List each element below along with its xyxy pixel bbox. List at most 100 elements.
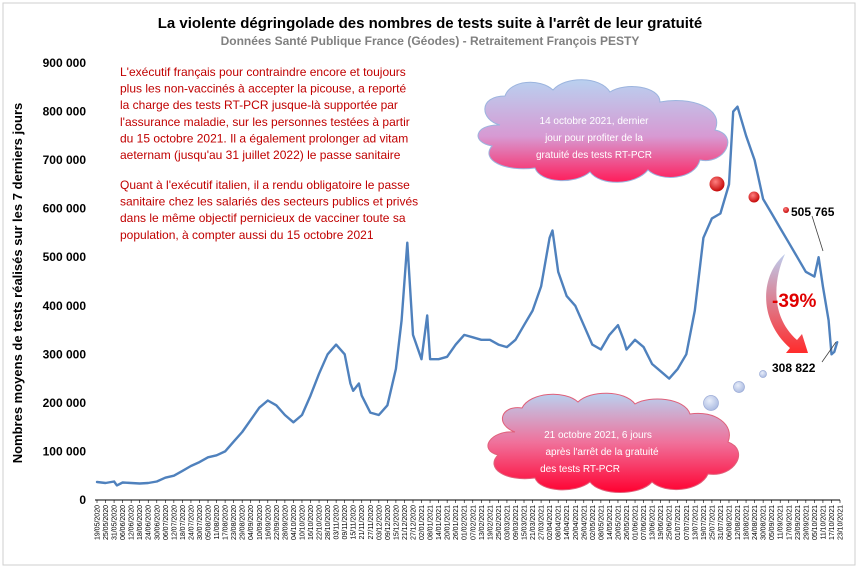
series-group bbox=[95, 105, 839, 487]
x-tick-label: 17/09/2021 bbox=[786, 505, 793, 540]
annotation-line: du 15 octobre 2021. Il a également prolo… bbox=[120, 131, 408, 145]
x-tick-label: 23/10/2021 bbox=[838, 505, 845, 540]
x-tick-label: 19/07/2021 bbox=[701, 505, 708, 540]
x-tick-label: 19/02/2021 bbox=[487, 505, 494, 540]
x-tick-label: 16/09/2020 bbox=[265, 505, 272, 540]
x-tick-label: 10/10/2020 bbox=[299, 505, 306, 540]
x-tick-label: 14/04/2021 bbox=[564, 505, 571, 540]
x-tick-label: 30/07/2020 bbox=[197, 505, 204, 540]
x-tick-label: 10/09/2020 bbox=[257, 505, 264, 540]
series-line bbox=[95, 105, 839, 487]
cloud-top-line-3: gratuité des tests RT-PCR bbox=[536, 150, 652, 161]
cloud-bottom-line-1: 21 octobre 2021, 6 jours bbox=[544, 430, 652, 441]
x-tick-label: 17/10/2021 bbox=[829, 505, 836, 540]
x-tick-label: 24/08/2021 bbox=[752, 505, 759, 540]
x-tick-label: 09/12/2020 bbox=[385, 505, 392, 540]
x-tick-label: 22/10/2020 bbox=[317, 505, 324, 540]
cloud-top-shape bbox=[477, 79, 729, 183]
x-tick-label: 27/11/2020 bbox=[368, 505, 375, 540]
cloud-top-line-1: 14 octobre 2021, dernier bbox=[540, 116, 650, 127]
y-axis-label: Nombres moyens de tests réalisés sur les… bbox=[10, 103, 25, 464]
x-tick-label: 25/06/2021 bbox=[667, 505, 674, 540]
x-tick-label: 08/04/2021 bbox=[556, 505, 563, 540]
y-tick-label: 500 000 bbox=[43, 250, 87, 264]
x-tick-label: 23/09/2021 bbox=[795, 505, 802, 540]
x-tick-label: 09/11/2020 bbox=[342, 505, 349, 540]
x-tick-label: 19/06/2021 bbox=[658, 505, 665, 540]
x-tick-label: 19/05/2020 bbox=[95, 505, 102, 540]
x-tick-label: 26/01/2021 bbox=[453, 505, 460, 540]
annotation-line: plus les non-vaccinés à accepter la pico… bbox=[120, 82, 406, 96]
y-tick-label: 200 000 bbox=[43, 396, 87, 410]
cloud-bottom-line-3: des tests RT-PCR bbox=[540, 464, 620, 475]
decline-arrow bbox=[766, 254, 808, 353]
bubble-dot-blue-2 bbox=[733, 381, 745, 393]
cloud-bottom: 21 octobre 2021, 6 jours après l'arrêt d… bbox=[487, 392, 739, 493]
x-tick-label: 26/05/2021 bbox=[624, 505, 631, 540]
x-tick-label: 07/06/2021 bbox=[641, 505, 648, 540]
x-tick-label: 25/07/2021 bbox=[709, 505, 716, 540]
x-tick-label: 09/03/2021 bbox=[513, 505, 520, 540]
x-tick-label: 13/07/2021 bbox=[692, 505, 699, 540]
x-tick-label: 01/02/2021 bbox=[462, 505, 469, 540]
annotation-line: l'assurance maladie, sur les personnes t… bbox=[120, 115, 410, 129]
x-tick-label: 03/03/2021 bbox=[504, 505, 511, 540]
bubble-dot-blue-3 bbox=[759, 370, 767, 378]
cloud-bottom-shape bbox=[487, 392, 739, 493]
y-tick-label: 300 000 bbox=[43, 347, 87, 361]
annotation-line: aeternam (jusqu'au 31 juillet 2022) le p… bbox=[120, 148, 401, 162]
x-tick-label: 22/09/2020 bbox=[274, 505, 281, 540]
bubble-dot-red-1 bbox=[709, 176, 725, 192]
annotation-italian-measures: Quant à l'exécutif italien, il a rendu o… bbox=[120, 178, 418, 242]
annotation-line: Quant à l'exécutif italien, il a rendu o… bbox=[120, 178, 410, 192]
x-tick-label: 02/04/2021 bbox=[547, 505, 554, 540]
x-tick-label: 07/02/2021 bbox=[470, 505, 477, 540]
y-tick-label: 900 000 bbox=[43, 56, 87, 70]
x-axis-ticks: 19/05/2020 25/05/2020 31/05/2020 06/06/2020… bbox=[95, 500, 845, 540]
x-tick-label: 15/12/2020 bbox=[393, 505, 400, 540]
x-tick-label: 11/10/2021 bbox=[820, 505, 827, 540]
cloud-bottom-line-2: après l'arrêt de la gratuité bbox=[545, 447, 659, 458]
x-tick-label: 20/05/2021 bbox=[615, 505, 622, 540]
annotation-line: dans le même objectif pernicieux de vacc… bbox=[120, 211, 406, 225]
x-tick-label: 04/09/2020 bbox=[248, 505, 255, 540]
x-tick-label: 24/07/2020 bbox=[188, 505, 195, 540]
x-tick-label: 28/09/2020 bbox=[282, 505, 289, 540]
x-tick-label: 21/03/2021 bbox=[530, 505, 537, 540]
leader-line-low bbox=[821, 341, 837, 363]
x-tick-label: 29/08/2020 bbox=[240, 505, 247, 540]
x-tick-label: 11/09/2021 bbox=[778, 505, 785, 540]
x-tick-label: 27/03/2021 bbox=[539, 505, 546, 540]
x-tick-label: 12/08/2021 bbox=[735, 505, 742, 540]
bubble-dot-red-2 bbox=[748, 191, 760, 203]
x-tick-label: 17/08/2020 bbox=[223, 505, 230, 540]
x-tick-label: 27/12/2020 bbox=[410, 505, 417, 540]
y-axis-ticks: 0 100 000 200 000 300 000 400 000 500 000 600 … bbox=[43, 56, 87, 507]
x-tick-label: 29/09/2021 bbox=[803, 505, 810, 540]
x-tick-label: 15/11/2020 bbox=[351, 505, 358, 540]
x-tick-label: 20/04/2021 bbox=[573, 505, 580, 540]
chart-subtitle: Données Santé Publique France (Géodes) -… bbox=[221, 34, 640, 48]
x-tick-label: 25/02/2021 bbox=[496, 505, 503, 540]
x-tick-label: 16/10/2020 bbox=[308, 505, 315, 540]
x-tick-label: 04/10/2020 bbox=[291, 505, 298, 540]
x-tick-label: 01/06/2021 bbox=[633, 505, 640, 540]
x-tick-label: 25/05/2020 bbox=[103, 505, 110, 540]
x-tick-label: 06/06/2020 bbox=[120, 505, 127, 540]
x-tick-label: 31/07/2021 bbox=[718, 505, 725, 540]
label-high-value: 505 765 bbox=[791, 205, 835, 219]
x-tick-label: 26/04/2021 bbox=[581, 505, 588, 540]
x-tick-label: 23/08/2020 bbox=[231, 505, 238, 540]
x-tick-label: 12/07/2020 bbox=[171, 505, 178, 540]
x-tick-label: 24/06/2020 bbox=[146, 505, 153, 540]
cloud-top-line-2: jour pour profiter de la bbox=[544, 133, 643, 144]
x-tick-label: 02/01/2021 bbox=[419, 505, 426, 540]
y-tick-label: 800 000 bbox=[43, 105, 87, 119]
x-tick-label: 14/05/2021 bbox=[607, 505, 614, 540]
x-tick-label: 15/03/2021 bbox=[522, 505, 529, 540]
x-tick-label: 13/06/2021 bbox=[650, 505, 657, 540]
y-tick-label: 700 000 bbox=[43, 153, 87, 167]
y-tick-label: 400 000 bbox=[43, 299, 87, 313]
annotation-line: L'exécutif français pour contraindre enc… bbox=[120, 65, 406, 79]
